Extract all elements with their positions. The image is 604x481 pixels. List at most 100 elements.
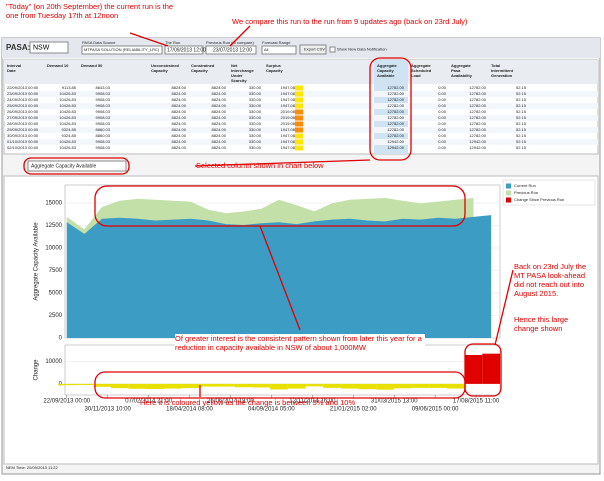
column-header: Total Intermittent Generation [491, 63, 514, 78]
cell: 8824.00 [172, 85, 187, 90]
cell: 9908.03 [96, 121, 111, 126]
arrow [194, 159, 371, 167]
column-header: Aggregate Pasa Availability [451, 63, 473, 78]
y-tick-label: 12500 [45, 223, 62, 229]
cell: 12942.00 [469, 145, 486, 150]
change-bar [234, 383, 253, 388]
cell: 1947.08 [281, 133, 296, 138]
header-line: Demand 10 [47, 63, 69, 68]
run-select[interactable] [164, 45, 204, 55]
change-bar [270, 383, 288, 390]
column-header: Unconstrained Capacity [151, 63, 180, 73]
cell: 8824.00 [212, 115, 227, 120]
cell: 12782.00 [469, 127, 486, 132]
change-bar [376, 383, 394, 390]
cell: 12782.00 [387, 109, 404, 114]
surplus-flag [295, 103, 303, 109]
cell: 8824.00 [212, 127, 227, 132]
y-tick-label: 5000 [49, 291, 63, 297]
notify: Show New Data Notification [337, 47, 387, 52]
cell: 8824.00 [172, 103, 187, 108]
cell: 02/10/2013 00:00 [7, 145, 39, 150]
cell: 12782.00 [469, 121, 486, 126]
change-bar [305, 383, 324, 387]
x-tick-label: 07/02/2014 21:00 [125, 399, 172, 405]
cell: 26/09/2013 00:00 [7, 109, 39, 114]
range-select[interactable] [261, 45, 297, 55]
cell: 9908.03 [96, 145, 111, 150]
cell: 52.15 [516, 115, 527, 120]
cell: 27/09/2013 00:00 [7, 115, 39, 120]
cell: 52.15 [516, 133, 527, 138]
x-tick-label: 09/06/2015 00:00 [412, 407, 459, 413]
column-header: Surplus Capacity [266, 63, 283, 73]
column-header: Aggregate Scheduled Load [411, 63, 432, 78]
table-header-bg [4, 60, 598, 84]
surplus-flag [295, 91, 303, 97]
source-select[interactable] [81, 45, 163, 55]
change-bar [93, 383, 111, 387]
x-tick-label: 22/09/2013 00:00 [43, 399, 90, 405]
cell: 12782.00 [387, 97, 404, 102]
header-line: Aggregate [411, 63, 432, 68]
cell: 9908.03 [96, 103, 111, 108]
cell: 12782.00 [387, 91, 404, 96]
cell: 8824.00 [212, 121, 227, 126]
cell: 52.15 [516, 145, 527, 150]
region: NSW [33, 44, 50, 51]
y-tick-label: 7500 [49, 268, 63, 274]
cell: 12782.00 [469, 109, 486, 114]
annotation: Of greater interest is the consistent pa… [175, 334, 425, 352]
cell: 52.15 [516, 121, 527, 126]
y-tick-label: 15000 [45, 201, 62, 207]
cell: 23/09/2013 00:00 [7, 91, 39, 96]
legend-label: Current Run [514, 183, 536, 188]
y-tick-label: 10000 [45, 246, 62, 252]
surplus-flag [295, 121, 303, 127]
legend-box [502, 179, 596, 206]
header-line: Surplus [266, 63, 282, 68]
arrow [129, 32, 169, 47]
change-bar [57, 383, 76, 386]
x-tick-label: 04/09/2014 05:00 [248, 407, 295, 413]
header-line: Intermittent [491, 68, 514, 73]
cell: 29/09/2013 00:00 [7, 127, 39, 132]
export-button[interactable] [299, 44, 327, 55]
annotation: We compare this run to the run from 9 up… [232, 17, 468, 26]
change-bar [482, 353, 500, 384]
change-bar [217, 383, 235, 387]
cell: 0.00 [438, 133, 447, 138]
x-tick-label: 18/04/2014 08:00 [166, 407, 213, 413]
cell: 9908.03 [96, 97, 111, 102]
column-header: Constrained Capacity [191, 63, 215, 73]
cell: 0.00 [438, 91, 447, 96]
cell: 12782.00 [387, 85, 404, 90]
header-line: Aggregate [377, 63, 398, 68]
cell: 8824.00 [172, 127, 187, 132]
cell: 330.00 [249, 91, 262, 96]
prev-select[interactable] [205, 45, 257, 55]
range: All [264, 47, 269, 52]
header-line: Capacity [377, 68, 394, 73]
notify-checkbox[interactable] [329, 46, 336, 53]
cell: 1947.08 [281, 139, 296, 144]
header-line: Available [377, 73, 395, 78]
column-header: Demand 50 [81, 63, 103, 68]
region-select[interactable] [29, 41, 69, 54]
header-line: Scarcity [231, 78, 247, 83]
change-bar [358, 383, 377, 390]
cell: 330.00 [249, 115, 262, 120]
header-line: Interchange [231, 68, 254, 73]
x-tick-label: 12/11/2014 16:00 [289, 399, 336, 405]
y-tick-label: 10000 [45, 359, 62, 365]
cell: 12782.00 [387, 115, 404, 120]
column-header: Net Interchange Under Scarcity [231, 63, 254, 83]
cell: 24/09/2013 00:00 [7, 97, 39, 102]
column-select[interactable] [27, 160, 127, 172]
change-bar [393, 383, 412, 389]
cell: 1947.08 [281, 91, 296, 96]
highlight-pattern [94, 185, 466, 227]
cell: 52.15 [516, 109, 527, 114]
cell: 10426.83 [59, 97, 76, 102]
cell: 8824.00 [212, 139, 227, 144]
